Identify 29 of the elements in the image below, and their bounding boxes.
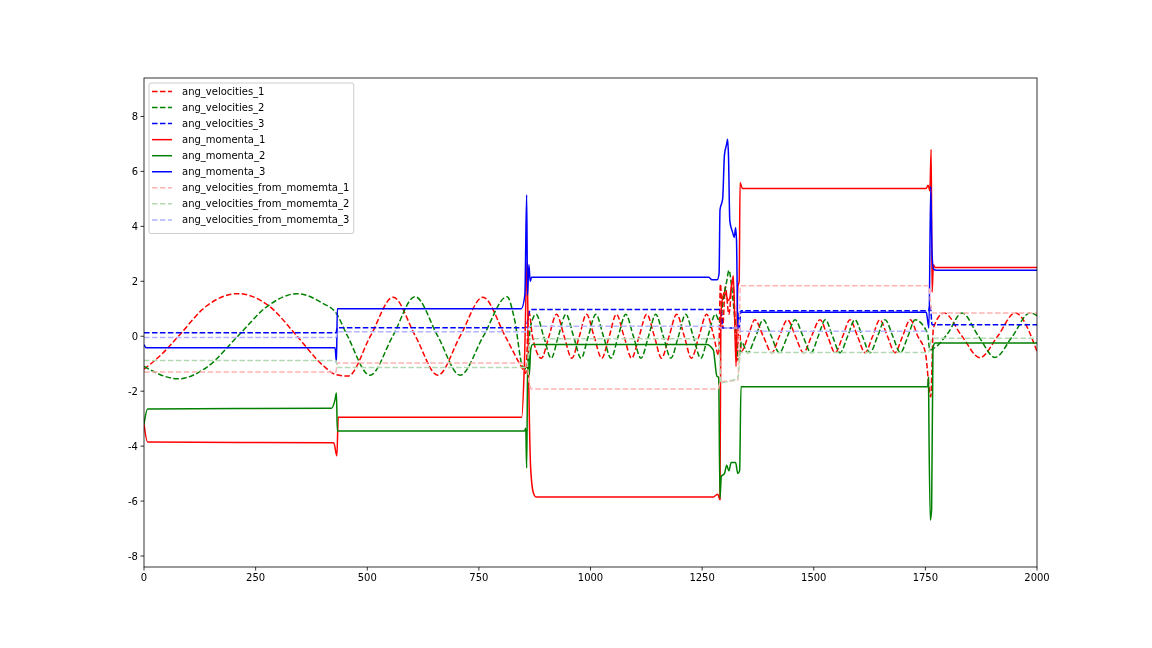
y-tick-label: 6 xyxy=(131,165,138,177)
legend-label: ang_velocities_1 xyxy=(182,86,265,98)
x-tick-label: 1000 xyxy=(577,571,604,583)
legend-label: ang_momenta_1 xyxy=(182,134,266,147)
legend-label: ang_velocities_from_momemta_3 xyxy=(182,214,350,227)
x-tick-label: 250 xyxy=(246,571,266,583)
legend-label: ang_velocities_from_momemta_1 xyxy=(182,182,350,195)
x-tick-label: 750 xyxy=(469,571,489,583)
y-tick-label: -4 xyxy=(128,440,138,452)
line-series xyxy=(144,337,1037,384)
x-tick-label: 1750 xyxy=(912,571,939,583)
y-tick-label: 8 xyxy=(131,110,138,122)
x-tick-label: 0 xyxy=(140,571,148,583)
x-tick-label: 1250 xyxy=(689,571,715,583)
x-tick-label: 2000 xyxy=(1024,571,1050,583)
y-tick-label: 4 xyxy=(131,220,138,232)
y-tick-label: 2 xyxy=(131,275,138,287)
y-tick-label: -6 xyxy=(128,495,138,507)
y-tick-label: 0 xyxy=(131,330,138,342)
legend-label: ang_momenta_3 xyxy=(182,166,266,179)
legend-label: ang_velocities_3 xyxy=(182,118,265,131)
y-tick-label: -8 xyxy=(128,550,138,562)
legend-label: ang_momenta_2 xyxy=(182,150,266,163)
y-tick-label: -2 xyxy=(128,385,138,397)
x-tick-label: 1500 xyxy=(801,571,827,583)
legend-label: ang_velocities_2 xyxy=(182,102,265,115)
x-tick-label: 500 xyxy=(357,571,377,583)
legend-label: ang_velocities_from_momemta_2 xyxy=(182,198,350,211)
line-series xyxy=(144,148,1037,501)
